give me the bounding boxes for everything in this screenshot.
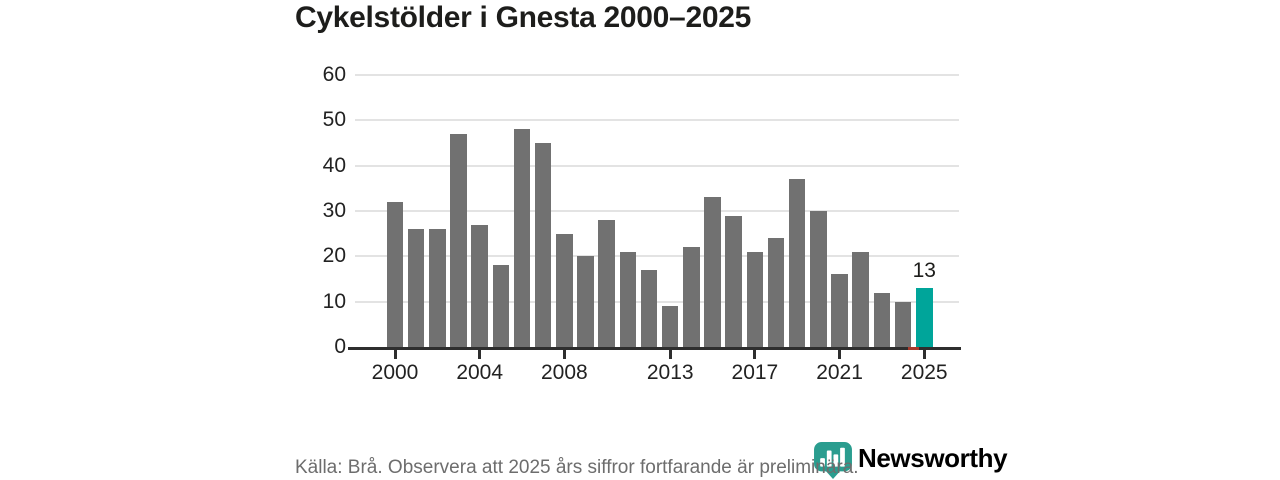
newsworthy-wordmark: Newsworthy bbox=[858, 443, 1008, 473]
x-axis-label-2017: 2017 bbox=[731, 361, 779, 384]
bar-2011 bbox=[619, 251, 637, 347]
x-tick-2021 bbox=[838, 350, 842, 359]
preliminary-marker bbox=[908, 347, 919, 350]
bar-2009 bbox=[577, 256, 594, 347]
bar-2021 bbox=[831, 274, 848, 347]
bar-2005 bbox=[492, 265, 510, 347]
bar-2003 bbox=[450, 133, 467, 347]
newsworthy-pin-icon bbox=[814, 442, 852, 479]
bar-2014 bbox=[683, 247, 700, 347]
bar-2020 bbox=[810, 211, 827, 347]
x-tick-2008 bbox=[562, 350, 566, 359]
x-tick-2004 bbox=[478, 350, 482, 359]
bar-2024 bbox=[894, 301, 912, 347]
x-axis-line bbox=[348, 347, 961, 350]
bar-2006 bbox=[513, 129, 531, 347]
highlight-value-label: 13 bbox=[912, 259, 936, 283]
chart-title: Cykelstölder i Gnesta 2000–2025 bbox=[295, 1, 751, 34]
bar-2010 bbox=[598, 220, 615, 347]
x-axis-label-2021: 2021 bbox=[816, 361, 863, 384]
bar-2007 bbox=[534, 143, 552, 347]
x-axis-label-2004: 2004 bbox=[456, 361, 504, 384]
bar-2018 bbox=[767, 238, 785, 347]
bar-2019 bbox=[788, 179, 806, 347]
y-axis-label-40: 40 bbox=[322, 153, 346, 177]
x-tick-2025 bbox=[922, 350, 926, 359]
gridline-20 bbox=[355, 255, 959, 258]
y-axis-label-20: 20 bbox=[322, 244, 346, 268]
x-axis-label-2013: 2013 bbox=[646, 361, 694, 384]
bar-2002 bbox=[429, 229, 446, 347]
bar-2012 bbox=[640, 269, 658, 347]
y-axis-label-60: 60 bbox=[322, 63, 346, 86]
y-axis-label-10: 10 bbox=[322, 289, 346, 313]
bar-2013 bbox=[661, 306, 679, 347]
x-axis-label-2000: 2000 bbox=[371, 361, 419, 384]
bar-2000 bbox=[386, 201, 404, 347]
x-tick-2013 bbox=[668, 350, 672, 359]
bar-2008 bbox=[556, 233, 573, 347]
bar-2004 bbox=[471, 224, 488, 347]
source-note: Källa: Brå. Observera att 2025 års siffr… bbox=[295, 457, 859, 478]
bar-2022 bbox=[852, 251, 869, 347]
y-axis-label-0: 0 bbox=[334, 335, 346, 358]
y-axis-label-50: 50 bbox=[322, 108, 346, 132]
x-axis-label-2008: 2008 bbox=[541, 361, 588, 384]
bar-2025 bbox=[916, 288, 933, 347]
bar-2001 bbox=[407, 229, 425, 347]
x-tick-2017 bbox=[753, 350, 757, 359]
bar-2016 bbox=[725, 215, 742, 347]
x-axis-label-2025: 2025 bbox=[900, 361, 948, 384]
gridline-40 bbox=[355, 164, 959, 167]
x-tick-2000 bbox=[393, 350, 397, 359]
bar-2023 bbox=[873, 292, 891, 347]
gridline-60 bbox=[355, 74, 959, 76]
gridline-50 bbox=[355, 119, 959, 122]
y-axis-label-30: 30 bbox=[322, 199, 346, 222]
bar-2015 bbox=[704, 197, 721, 347]
bar-2017 bbox=[746, 251, 764, 347]
gridline-30 bbox=[355, 210, 959, 212]
